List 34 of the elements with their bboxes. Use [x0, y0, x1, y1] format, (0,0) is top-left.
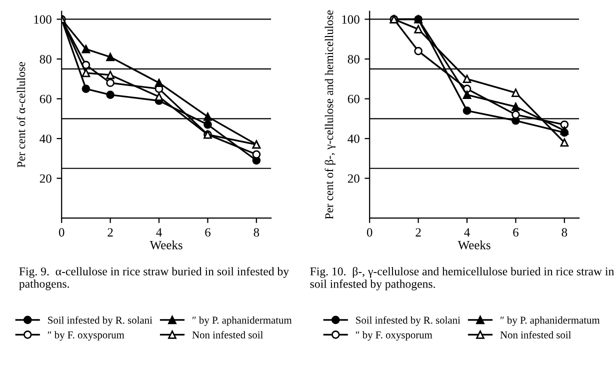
x-tick-label: 2 [416, 228, 421, 236]
legend-label: ″ by P. aphanidermatum [192, 316, 292, 326]
y-tick-label: 100 [34, 15, 52, 24]
x-tick-label: 4 [156, 228, 162, 236]
y-tick-label: 40 [40, 134, 52, 143]
x-tick-label: 2 [108, 228, 113, 236]
text: Fig. 10. β-, γ-cellulose and hemicellulose buried in rice straw in soil infested by pathogens. [310, 266, 614, 290]
legend-label: Soil infested by R. solani [356, 316, 460, 326]
x-tick-label: 8 [562, 228, 568, 237]
x-tick-label: 0 [366, 228, 372, 237]
y-tick-label: 80 [348, 55, 360, 64]
legend-label: ″ by F. oxysporum [356, 331, 432, 341]
y-tick-label: 100 [342, 15, 360, 24]
y-tick-label: 60 [40, 94, 52, 104]
x-tick-label: 8 [254, 228, 260, 237]
y-tick-label: 60 [348, 94, 360, 104]
legend-label: ″ by F. oxysporum [48, 331, 124, 341]
x-tick-label: 6 [513, 228, 518, 237]
x-tick-label: 6 [205, 228, 210, 237]
x-axis-title: Weeks [458, 240, 490, 250]
y-tick-label: 80 [40, 55, 52, 64]
legend-label: Non infested soil [192, 330, 263, 338]
y-tick-label: 20 [40, 174, 52, 183]
x-tick-label: 0 [58, 228, 64, 237]
x-tick-label: 4 [464, 228, 470, 236]
legend-label: ″ by P. aphanidermatum [500, 316, 600, 326]
x-axis-title: Weeks [150, 240, 182, 250]
y-axis-title: Per cent of α-cellulose [16, 62, 26, 168]
legend-label: Non infested soil [500, 330, 571, 338]
y-axis-title: Per cent of β-, γ-cellulose and hemicellulose [324, 10, 336, 220]
y-tick-label: 20 [348, 174, 360, 183]
text: Fig. 9. α-cellulose in rice straw buried in soil infested by pathogens. [19, 266, 290, 290]
legend-label: Soil infested by R. solani [48, 316, 152, 326]
y-tick-label: 40 [348, 134, 360, 143]
